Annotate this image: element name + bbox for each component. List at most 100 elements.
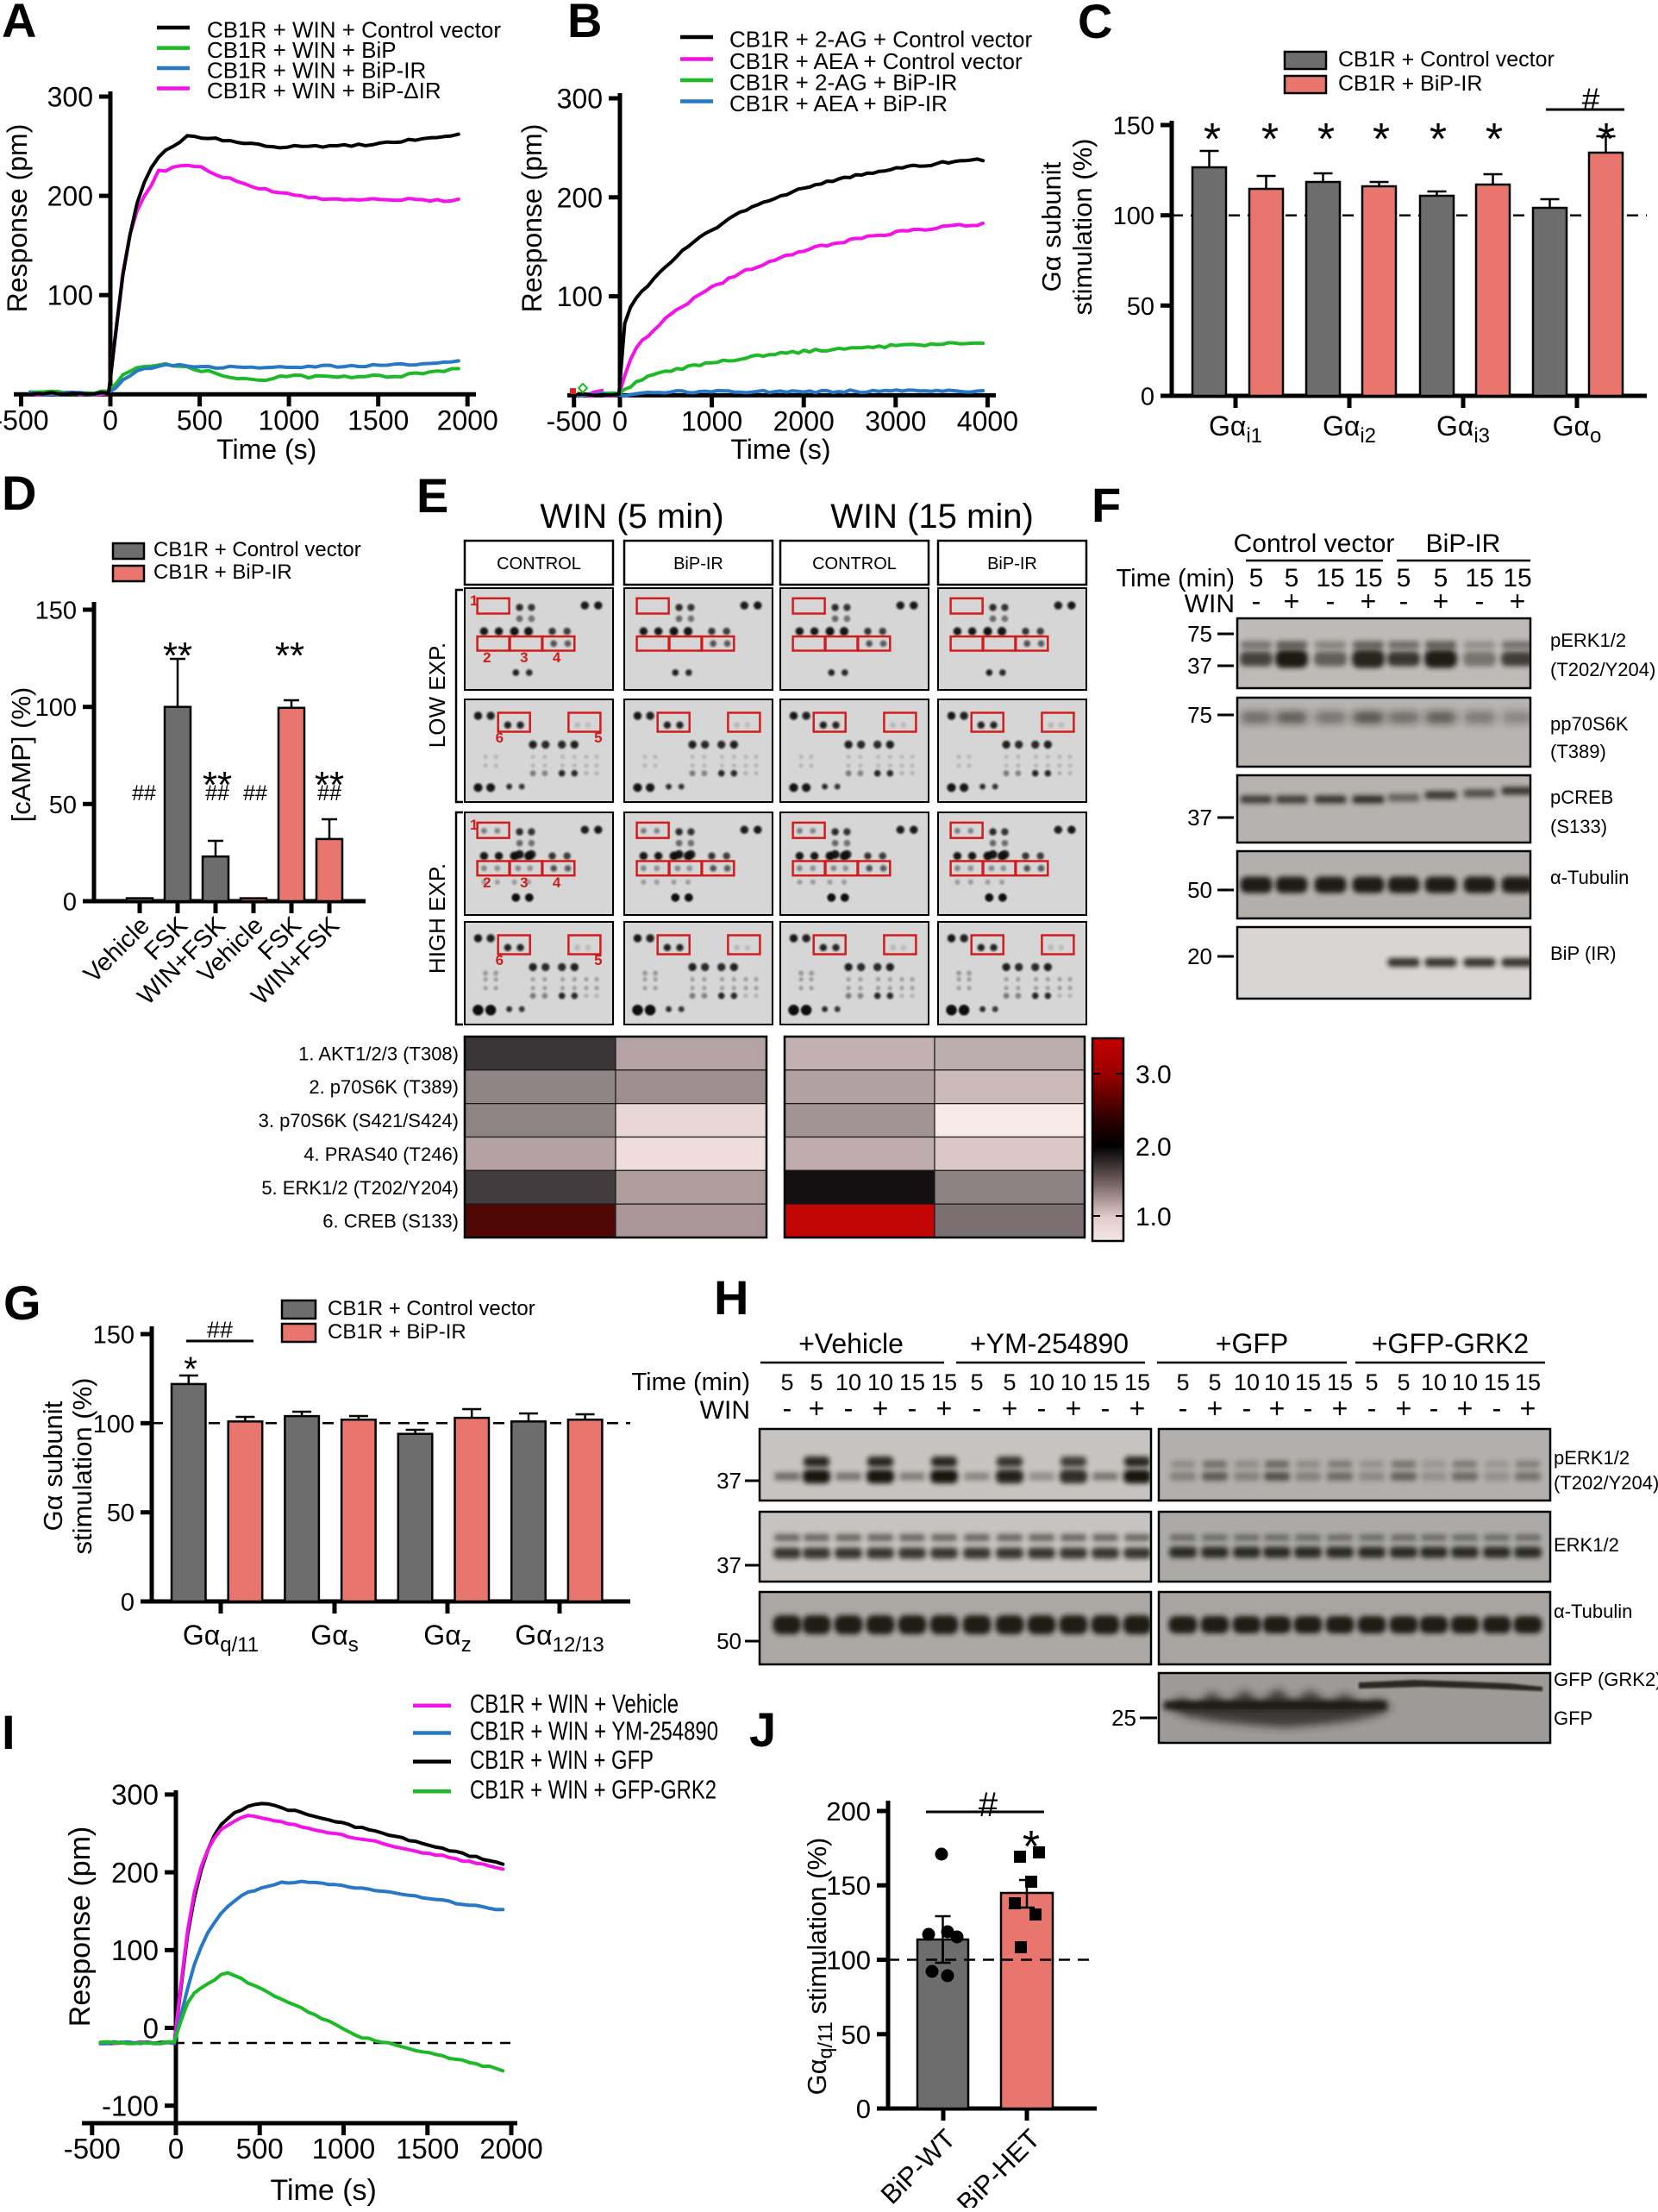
svg-text:Time (s): Time (s)	[730, 434, 830, 465]
svg-text:Time (s): Time (s)	[216, 434, 316, 465]
svg-text:CB1R + WIN + Vehicle: CB1R + WIN + Vehicle	[470, 1689, 679, 1719]
svg-text:0: 0	[103, 404, 118, 436]
svg-text:+Vehicle: +Vehicle	[798, 1328, 904, 1359]
svg-text:CB1R + AEA + BiP-IR: CB1R + AEA + BiP-IR	[729, 91, 948, 116]
svg-text:5: 5	[1434, 564, 1448, 592]
svg-text:CB1R + AEA + Control vector: CB1R + AEA + Control vector	[729, 48, 1023, 74]
svg-text:GFP: GFP	[1554, 1708, 1592, 1729]
svg-text:CB1R + WIN + Control vector: CB1R + WIN + Control vector	[207, 16, 501, 42]
svg-text:WIN (5 min): WIN (5 min)	[540, 498, 723, 536]
svg-text:-: -	[1037, 1393, 1047, 1424]
svg-text:+: +	[1284, 586, 1300, 617]
svg-text:0: 0	[121, 1589, 135, 1617]
svg-text:150: 150	[1113, 113, 1154, 141]
svg-text:+: +	[1396, 1393, 1412, 1424]
svg-text:WIN: WIN	[1185, 590, 1235, 618]
svg-text:pERK1/2: pERK1/2	[1554, 1447, 1630, 1469]
svg-text:**: **	[275, 635, 304, 677]
svg-text:5: 5	[1397, 564, 1411, 592]
svg-text:200: 200	[47, 181, 93, 212]
svg-text:pCREB: pCREB	[1550, 786, 1613, 808]
svg-text:2. p70S6K (T389): 2. p70S6K (T389)	[309, 1076, 459, 1098]
svg-text:300: 300	[47, 82, 93, 113]
svg-text:+: +	[1457, 1393, 1473, 1424]
svg-text:5: 5	[1249, 564, 1264, 592]
svg-text:##: ##	[317, 781, 341, 805]
svg-text:15: 15	[1515, 1369, 1541, 1395]
svg-text:1. AKT1/2/3 (T308): 1. AKT1/2/3 (T308)	[298, 1043, 459, 1064]
svg-text:50: 50	[49, 792, 77, 819]
svg-text:25: 25	[1111, 1705, 1136, 1731]
svg-text:ERK1/2: ERK1/2	[1554, 1534, 1619, 1556]
svg-text:200: 200	[557, 182, 603, 213]
svg-text:50: 50	[1187, 877, 1212, 903]
svg-text:6. CREB (S133): 6. CREB (S133)	[322, 1211, 459, 1232]
svg-text:+GFP-GRK2: +GFP-GRK2	[1372, 1328, 1529, 1359]
svg-text:3: 3	[520, 649, 528, 666]
svg-text:1000: 1000	[312, 2133, 375, 2165]
svg-text:6: 6	[496, 952, 504, 968]
svg-text:I: I	[2, 1705, 16, 1759]
svg-text:2000: 2000	[773, 405, 835, 436]
svg-text:100: 100	[1113, 203, 1154, 230]
svg-text:CB1R + WIN + BiP-ΔIR: CB1R + WIN + BiP-ΔIR	[207, 78, 441, 103]
svg-text:100: 100	[557, 281, 603, 312]
svg-text:75: 75	[1187, 621, 1212, 647]
svg-text:*: *	[1430, 115, 1447, 165]
svg-text:6: 6	[496, 730, 504, 746]
svg-text:-500: -500	[547, 405, 602, 436]
svg-text:CB1R + WIN + YM-254890: CB1R + WIN + YM-254890	[470, 1716, 718, 1746]
svg-text:200: 200	[111, 1857, 159, 1889]
svg-text:pp70S6K: pp70S6K	[1550, 713, 1629, 735]
svg-text:4. PRAS40 (T246): 4. PRAS40 (T246)	[303, 1144, 459, 1165]
svg-text:D: D	[2, 466, 36, 520]
svg-text:0: 0	[143, 2012, 159, 2044]
svg-text:*: *	[1261, 115, 1279, 165]
svg-text:15: 15	[1327, 1369, 1353, 1395]
svg-text:#: #	[979, 1786, 998, 1824]
svg-text:100: 100	[35, 694, 77, 722]
svg-text:+: +	[873, 1393, 889, 1424]
svg-text:5: 5	[1208, 1369, 1221, 1395]
svg-text:+: +	[1129, 1393, 1146, 1424]
svg-text:300: 300	[557, 84, 603, 115]
svg-text:100: 100	[826, 1946, 871, 1976]
svg-text:2.0: 2.0	[1136, 1133, 1172, 1162]
svg-text:150: 150	[93, 1322, 135, 1350]
svg-text:0: 0	[856, 2094, 871, 2124]
svg-text:*: *	[1317, 115, 1335, 165]
svg-text:BiP-IR: BiP-IR	[1426, 530, 1501, 558]
svg-text:#: #	[1582, 82, 1600, 117]
svg-text:100: 100	[47, 280, 93, 311]
svg-text:2: 2	[483, 874, 491, 891]
svg-text:5: 5	[1285, 564, 1299, 592]
svg-text:0: 0	[63, 889, 77, 917]
svg-text:CONTROL: CONTROL	[497, 555, 581, 573]
svg-text:-100: -100	[102, 2090, 159, 2122]
svg-text:G: G	[3, 1275, 41, 1330]
svg-text:15: 15	[1354, 564, 1382, 592]
svg-text:CB1R + WIN + GFP: CB1R + WIN + GFP	[470, 1745, 654, 1775]
svg-text:Time (min): Time (min)	[1117, 565, 1235, 592]
svg-text:Gα subunit: Gα subunit	[1036, 161, 1067, 291]
svg-text:Response (pm): Response (pm)	[516, 124, 547, 313]
svg-text:GFP (GRK2): GFP (GRK2)	[1554, 1669, 1658, 1690]
svg-text:-: -	[1430, 1393, 1439, 1424]
svg-text:BiP-IR: BiP-IR	[987, 555, 1037, 573]
svg-text:##: ##	[205, 781, 229, 805]
svg-text:*: *	[1023, 1822, 1040, 1872]
svg-text:4: 4	[553, 874, 561, 891]
svg-text:BiP-IR: BiP-IR	[673, 555, 723, 573]
svg-text:37: 37	[716, 1468, 741, 1494]
svg-text:C: C	[1078, 0, 1112, 48]
svg-text:1500: 1500	[396, 2133, 459, 2165]
svg-text:4: 4	[553, 649, 561, 666]
svg-text:2: 2	[483, 649, 491, 666]
svg-text:3000: 3000	[865, 405, 926, 436]
svg-text:50: 50	[716, 1628, 741, 1654]
svg-text:10: 10	[1421, 1369, 1447, 1395]
svg-text:##: ##	[243, 781, 267, 805]
svg-text:10: 10	[1029, 1369, 1054, 1395]
svg-text:-500: -500	[0, 404, 49, 436]
svg-text:CB1R + Control vector: CB1R + Control vector	[328, 1297, 535, 1320]
